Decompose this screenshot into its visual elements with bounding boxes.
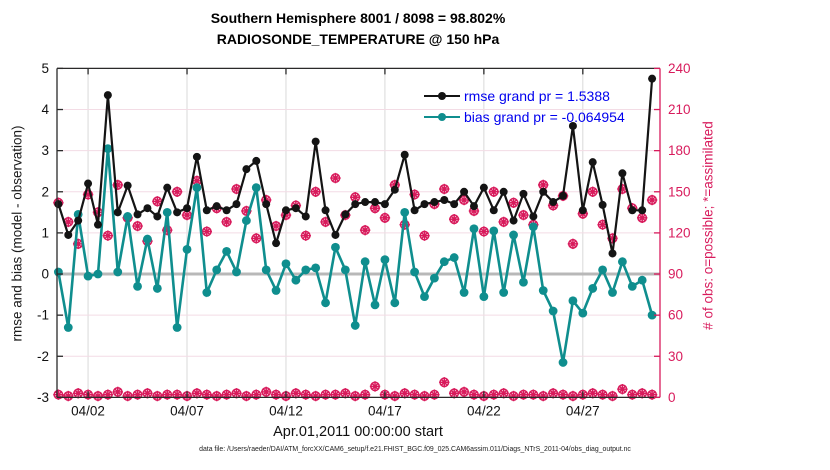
left-axis-ticks: 5 4 3 2 1 0 -1 -2 -3 bbox=[37, 61, 63, 405]
x-tick-label: 04/02 bbox=[71, 403, 105, 418]
left-tick-label: 1 bbox=[41, 225, 49, 240]
left-tick-label: 2 bbox=[41, 184, 49, 199]
x-tick-label: 04/17 bbox=[368, 403, 402, 418]
legend-label-bias: bias grand pr = -0.064954 bbox=[464, 108, 625, 125]
data-file-path: data file: /Users/raeder/DAI/ATM_forcXX/… bbox=[199, 446, 631, 453]
right-tick-label: 30 bbox=[668, 349, 683, 364]
right-axis-ticks: 240 210 180 150 120 90 60 30 0 bbox=[654, 61, 691, 405]
x-axis-label: Apr.01,2011 00:00:00 start bbox=[273, 424, 443, 440]
x-tick-label: 04/07 bbox=[170, 403, 204, 418]
chart-title: Southern Hemisphere 8001 / 8098 = 98.802… bbox=[210, 10, 506, 26]
x-tick-label: 04/12 bbox=[269, 403, 303, 418]
right-tick-label: 0 bbox=[668, 390, 676, 405]
right-tick-label: 120 bbox=[668, 225, 691, 240]
chart-legend: rmse grand pr = 1.5388 bias grand pr = -… bbox=[424, 85, 625, 127]
left-tick-label: 3 bbox=[41, 143, 49, 158]
left-tick-label: 0 bbox=[41, 267, 49, 282]
bias-legend-marker-icon bbox=[424, 112, 460, 122]
legend-row-bias: bias grand pr = -0.064954 bbox=[424, 106, 625, 127]
chart-subtitle: RADIOSONDE_TEMPERATURE @ 150 hPa bbox=[216, 31, 500, 47]
left-axis-label: rmse and bias (model - observation) bbox=[9, 125, 25, 342]
x-tick-label: 04/27 bbox=[566, 403, 600, 418]
axes-spines bbox=[56, 67, 661, 399]
left-tick-label: -3 bbox=[37, 390, 49, 405]
right-tick-label: 180 bbox=[668, 143, 691, 158]
rmse-legend-marker-icon bbox=[424, 91, 460, 101]
right-tick-label: 240 bbox=[668, 61, 691, 76]
x-axis-ticks: 04/02 04/07 04/12 04/17 04/22 04/27 bbox=[71, 68, 600, 418]
legend-row-rmse: rmse grand pr = 1.5388 bbox=[424, 85, 625, 106]
right-tick-label: 210 bbox=[668, 102, 691, 117]
obs-count-bottom-row-markers bbox=[53, 377, 658, 402]
legend-label-rmse: rmse grand pr = 1.5388 bbox=[464, 87, 610, 104]
bias-series bbox=[53, 144, 657, 367]
left-tick-label: 4 bbox=[41, 102, 49, 117]
right-tick-label: 60 bbox=[668, 308, 683, 323]
right-axis-label: # of obs: o=possible; *=assimilated bbox=[700, 121, 716, 330]
right-tick-label: 90 bbox=[668, 267, 683, 282]
left-tick-label: -2 bbox=[37, 349, 49, 364]
left-tick-label: 5 bbox=[41, 61, 49, 76]
x-tick-label: 04/22 bbox=[467, 403, 501, 418]
right-tick-label: 150 bbox=[668, 184, 691, 199]
chart-titles: Southern Hemisphere 8001 / 8098 = 98.802… bbox=[0, 8, 716, 50]
rmse-series bbox=[54, 74, 657, 258]
left-tick-label: -1 bbox=[37, 308, 49, 323]
